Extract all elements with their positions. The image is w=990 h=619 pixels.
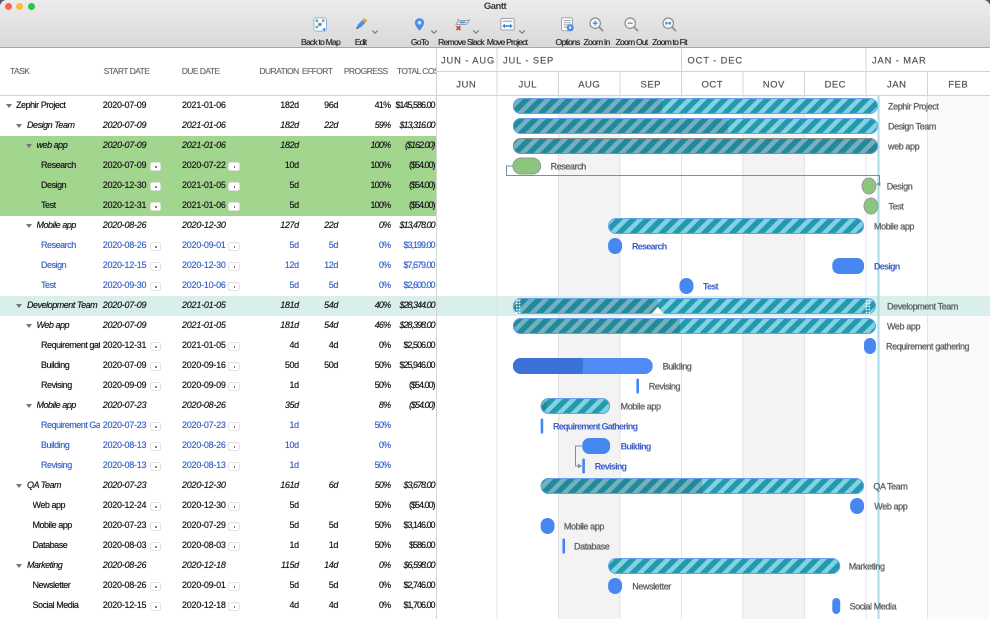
svg-text:AUG: AUG — [578, 80, 600, 91]
svg-text:Database: Database — [574, 542, 610, 552]
svg-text:JAN: JAN — [887, 80, 906, 91]
svg-text:Web app: Web app — [874, 502, 907, 512]
svg-text:Research: Research — [632, 242, 667, 252]
svg-text:Research: Research — [551, 162, 587, 172]
svg-text:JUN: JUN — [456, 80, 476, 91]
svg-text:FEB: FEB — [948, 80, 968, 91]
svg-text:Marketing: Marketing — [849, 562, 885, 572]
svg-text:NOV: NOV — [763, 80, 785, 91]
svg-text:Building: Building — [621, 442, 651, 452]
svg-text:Building: Building — [663, 362, 692, 372]
svg-text:Requirement Gathering: Requirement Gathering — [553, 422, 638, 432]
svg-text:Design: Design — [874, 262, 900, 272]
svg-text:Design: Design — [887, 182, 913, 192]
svg-text:Revising: Revising — [649, 382, 681, 392]
svg-text:Development Team: Development Team — [887, 302, 958, 312]
svg-text:Mobile app: Mobile app — [621, 402, 661, 412]
svg-text:Design Team: Design Team — [888, 122, 936, 132]
svg-text:Test: Test — [703, 282, 719, 292]
svg-text:QA Team: QA Team — [873, 482, 907, 492]
svg-text:Mobile app: Mobile app — [874, 222, 914, 232]
svg-text:Newsletter: Newsletter — [632, 582, 671, 592]
svg-text:Revising: Revising — [595, 462, 627, 472]
svg-text:Web app: Web app — [887, 322, 920, 332]
svg-text:JAN - MAR: JAN - MAR — [872, 56, 927, 66]
svg-text:web app: web app — [887, 142, 920, 152]
svg-text:OCT - DEC: OCT - DEC — [688, 56, 743, 66]
svg-text:JUL - SEP: JUL - SEP — [503, 56, 554, 66]
svg-text:JUL: JUL — [519, 80, 537, 91]
svg-text:Mobile app: Mobile app — [564, 522, 604, 532]
svg-text:Zephir Project: Zephir Project — [888, 102, 939, 112]
svg-text:JUN - AUG: JUN - AUG — [441, 56, 495, 66]
svg-text:Requirement gathering: Requirement gathering — [886, 342, 970, 352]
svg-text:DEC: DEC — [824, 80, 846, 91]
svg-text:SEP: SEP — [640, 80, 661, 91]
svg-text:Social Media: Social Media — [850, 602, 897, 612]
svg-text:OCT: OCT — [701, 80, 723, 91]
svg-text:Test: Test — [888, 202, 904, 212]
